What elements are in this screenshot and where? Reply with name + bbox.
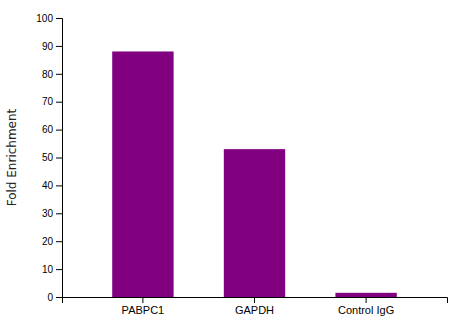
plot-area: 0 10 20 30 40 50 60 70 80 90 100 PABPC1 GAPDH Control…	[5, 13, 448, 316]
tick-mark	[56, 241, 62, 242]
tick: 90	[42, 41, 62, 52]
axis-line	[63, 298, 448, 304]
tick-mark	[56, 297, 62, 298]
tick-label: 0	[47, 292, 53, 303]
tick: 0	[47, 292, 62, 303]
tick-label: 70	[42, 96, 54, 107]
tick-label: 60	[42, 124, 54, 135]
tick-mark	[56, 102, 62, 103]
y-axis: 0 10 20 30 40 50 60 70 80 90 100	[36, 13, 62, 303]
tick-mark	[56, 74, 62, 75]
tick-mark	[56, 46, 62, 47]
tick: 100	[36, 13, 62, 24]
tick-label: 80	[42, 69, 54, 80]
tick-mark	[56, 185, 62, 186]
axis-line	[56, 19, 63, 298]
tick: 80	[42, 69, 62, 80]
tick-label: 30	[42, 208, 54, 219]
bars	[112, 51, 397, 297]
tick: Control IgG	[338, 297, 394, 316]
tick: GAPDH	[235, 297, 274, 316]
tick: 70	[42, 96, 62, 107]
tick-label: 20	[42, 236, 54, 247]
tick: 10	[42, 264, 62, 275]
tick-mark	[56, 269, 62, 270]
tick: 30	[42, 208, 62, 219]
tick-label: 10	[42, 264, 54, 275]
tick-label: Control IgG	[338, 304, 394, 316]
tick: PABPC1	[122, 297, 165, 316]
y-axis-title: Fold Enrichment	[5, 108, 19, 206]
bar	[112, 51, 173, 297]
tick-mark	[56, 130, 62, 131]
tick: 20	[42, 236, 62, 247]
chart-container: 0 10 20 30 40 50 60 70 80 90 100 PABPC1 GAPDH Control…	[0, 0, 465, 333]
tick-mark	[56, 18, 62, 19]
bar	[224, 149, 285, 297]
tick-mark	[254, 297, 255, 303]
bar	[335, 293, 396, 297]
tick-label: GAPDH	[235, 304, 274, 316]
tick-mark	[142, 297, 143, 303]
tick: 50	[42, 152, 62, 163]
tick: 40	[42, 180, 62, 191]
tick-label: 50	[42, 152, 54, 163]
tick-mark	[56, 213, 62, 214]
x-axis: PABPC1 GAPDH Control IgG	[63, 297, 448, 316]
tick-label: PABPC1	[122, 304, 165, 316]
tick-label: 40	[42, 180, 54, 191]
tick: 60	[42, 124, 62, 135]
tick-label: 100	[36, 13, 53, 24]
chart-svg: 0 10 20 30 40 50 60 70 80 90 100 PABPC1 GAPDH Control…	[0, 0, 465, 333]
tick-label: 90	[42, 41, 54, 52]
tick-mark	[366, 297, 367, 303]
tick-mark	[56, 158, 62, 159]
